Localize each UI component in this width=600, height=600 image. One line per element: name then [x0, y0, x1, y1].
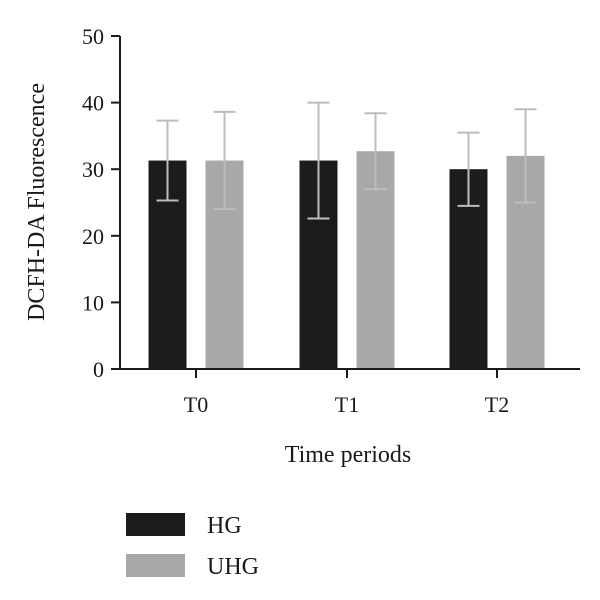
x-tick-label: T1 — [335, 392, 359, 417]
legend: HG UHG — [126, 513, 259, 580]
y-tick-label: 10 — [82, 290, 104, 315]
x-ticks: T0 T1 T2 — [184, 369, 509, 417]
x-tick-label: T0 — [184, 392, 208, 417]
y-tick-label: 40 — [82, 91, 104, 116]
x-axis-title: Time periods — [285, 442, 411, 468]
y-axis-title: DCFH-DA Fluorescence — [24, 83, 50, 321]
y-tick-label: 50 — [82, 24, 104, 49]
y-ticks: 0 10 20 30 40 50 — [82, 24, 120, 382]
legend-label-hg: HG — [207, 513, 242, 539]
x-tick-label: T2 — [485, 392, 509, 417]
legend-swatch-uhg — [126, 554, 185, 577]
y-tick-label: 20 — [82, 224, 104, 249]
error-bars-layer — [156, 101, 537, 220]
bars-layer — [148, 151, 545, 369]
legend-swatch-hg — [126, 513, 185, 536]
y-tick-label: 0 — [93, 357, 104, 382]
legend-label-uhg: UHG — [207, 554, 259, 580]
y-tick-label: 30 — [82, 157, 104, 182]
